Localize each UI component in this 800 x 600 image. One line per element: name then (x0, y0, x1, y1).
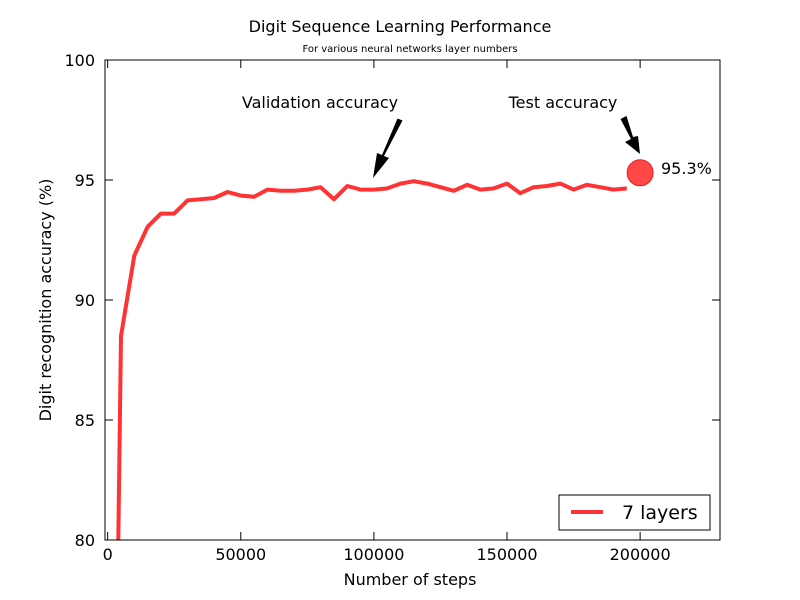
test-accuracy-label: 95.3% (661, 159, 712, 178)
y-tick-label: 95 (75, 171, 95, 190)
y-tick-label: 80 (75, 531, 95, 550)
x-tick-label: 200000 (610, 545, 671, 564)
legend: 7 layers (558, 494, 711, 531)
annotation-validation-text: Validation accuracy (242, 93, 398, 112)
series-line-7-layers (116, 179, 627, 540)
chart-subtitle: For various neural networks layer number… (302, 44, 517, 55)
legend-label-7-layers: 7 layers (622, 502, 698, 524)
y-tick-label: 100 (64, 51, 95, 70)
y-tick-label: 85 (75, 411, 95, 430)
x-tick-label: 0 (103, 545, 113, 564)
annotation-validation-arrow (373, 118, 403, 178)
x-tick-label: 50000 (215, 545, 266, 564)
annotation-test-arrow (620, 116, 640, 154)
annotation-test-text: Test accuracy (508, 93, 618, 112)
x-tick-label: 100000 (343, 545, 404, 564)
test-accuracy-point (626, 159, 654, 187)
y-tick-label: 90 (75, 291, 95, 310)
plot-area (116, 179, 627, 540)
axis-ticks: 0 50000 100000 150000 200000 80 85 90 95 100 (64, 51, 720, 564)
x-tick-label: 150000 (476, 545, 537, 564)
chart-title: Digit Sequence Learning Performance (249, 17, 552, 36)
y-axis-label: Digit recognition accuracy (%) (36, 179, 55, 422)
x-axis-label: Number of steps (344, 570, 477, 589)
